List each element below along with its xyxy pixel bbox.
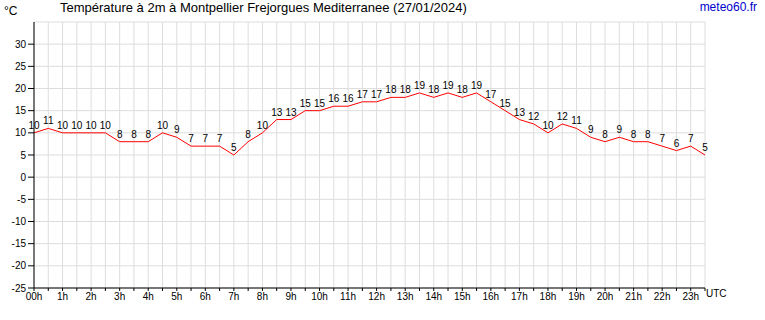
svg-text:13h: 13h: [397, 291, 414, 302]
svg-text:19: 19: [471, 80, 483, 91]
svg-text:25: 25: [15, 61, 27, 72]
svg-text:20: 20: [15, 83, 27, 94]
html-text:UTC: UTC: [706, 288, 727, 299]
svg-text:5: 5: [702, 142, 708, 153]
svg-text:15: 15: [15, 105, 27, 116]
svg-text:-25: -25: [12, 283, 27, 294]
svg-text:19: 19: [414, 80, 426, 91]
svg-text:18: 18: [428, 84, 440, 95]
svg-text:-20: -20: [12, 260, 27, 271]
svg-text:16: 16: [343, 93, 355, 104]
svg-text:10: 10: [257, 120, 269, 131]
svg-text:5: 5: [231, 142, 237, 153]
svg-text:18: 18: [385, 84, 397, 95]
svg-text:8: 8: [645, 129, 651, 140]
svg-text:11h: 11h: [340, 291, 356, 302]
svg-text:-15: -15: [12, 238, 27, 249]
svg-text:10: 10: [157, 120, 169, 131]
svg-text:30: 30: [15, 39, 27, 50]
svg-text:10: 10: [71, 120, 83, 131]
svg-text:10: 10: [86, 120, 98, 131]
svg-text:0: 0: [20, 172, 26, 183]
svg-text:12h: 12h: [368, 291, 385, 302]
svg-text:18: 18: [400, 84, 412, 95]
svg-text:15: 15: [300, 98, 312, 109]
svg-text:8: 8: [602, 129, 608, 140]
svg-text:10: 10: [100, 120, 112, 131]
svg-text:7: 7: [688, 133, 694, 144]
svg-text:4h: 4h: [143, 291, 154, 302]
svg-text:15: 15: [314, 98, 326, 109]
svg-text:11: 11: [571, 115, 582, 126]
svg-text:15h: 15h: [454, 291, 471, 302]
svg-text:17h: 17h: [511, 291, 528, 302]
svg-text:8: 8: [117, 129, 123, 140]
svg-text:11: 11: [43, 115, 54, 126]
svg-text:14h: 14h: [425, 291, 442, 302]
svg-text:7: 7: [203, 133, 209, 144]
svg-text:17: 17: [485, 89, 497, 100]
svg-text:17: 17: [371, 89, 383, 100]
svg-text:9: 9: [588, 124, 594, 135]
svg-text:12: 12: [528, 111, 540, 122]
svg-text:16: 16: [328, 93, 340, 104]
svg-text:-5: -5: [17, 194, 26, 205]
html-text:meteo60.fr: meteo60.fr: [699, 0, 757, 14]
svg-text:17: 17: [357, 89, 369, 100]
svg-text:12: 12: [557, 111, 569, 122]
html-text:Température à 2m à Montpellier: Température à 2m à Montpellier Frejorgue…: [60, 0, 467, 15]
svg-text:7h: 7h: [228, 291, 239, 302]
svg-text:2h: 2h: [86, 291, 97, 302]
svg-text:19h: 19h: [568, 291, 585, 302]
svg-text:7: 7: [188, 133, 194, 144]
svg-text:23h: 23h: [682, 291, 699, 302]
svg-text:10: 10: [28, 120, 40, 131]
svg-text:7: 7: [217, 133, 223, 144]
svg-text:1h: 1h: [57, 291, 68, 302]
svg-text:19: 19: [442, 80, 454, 91]
svg-text:18: 18: [457, 84, 469, 95]
svg-text:22h: 22h: [654, 291, 671, 302]
svg-text:3h: 3h: [114, 291, 125, 302]
svg-text:21h: 21h: [625, 291, 642, 302]
svg-text:8: 8: [131, 129, 137, 140]
svg-text:00h: 00h: [26, 291, 43, 302]
svg-text:8: 8: [245, 129, 251, 140]
svg-text:8: 8: [145, 129, 151, 140]
svg-text:5h: 5h: [171, 291, 182, 302]
svg-text:9: 9: [617, 124, 623, 135]
svg-text:8: 8: [631, 129, 637, 140]
svg-text:13: 13: [271, 107, 283, 118]
html-text:°C: °C: [4, 4, 18, 18]
svg-text:9: 9: [174, 124, 180, 135]
svg-text:10: 10: [542, 120, 554, 131]
svg-text:13: 13: [285, 107, 297, 118]
svg-text:6h: 6h: [200, 291, 211, 302]
svg-text:20h: 20h: [597, 291, 614, 302]
svg-text:10: 10: [15, 127, 27, 138]
svg-text:5: 5: [20, 150, 26, 161]
svg-text:6: 6: [674, 138, 680, 149]
svg-text:10: 10: [57, 120, 69, 131]
svg-text:16h: 16h: [483, 291, 500, 302]
svg-text:10h: 10h: [311, 291, 328, 302]
svg-text:-10: -10: [12, 216, 27, 227]
svg-text:13: 13: [514, 107, 526, 118]
svg-text:15: 15: [500, 98, 512, 109]
svg-text:9h: 9h: [285, 291, 296, 302]
svg-text:18h: 18h: [540, 291, 557, 302]
svg-text:7: 7: [659, 133, 665, 144]
svg-text:8h: 8h: [257, 291, 268, 302]
